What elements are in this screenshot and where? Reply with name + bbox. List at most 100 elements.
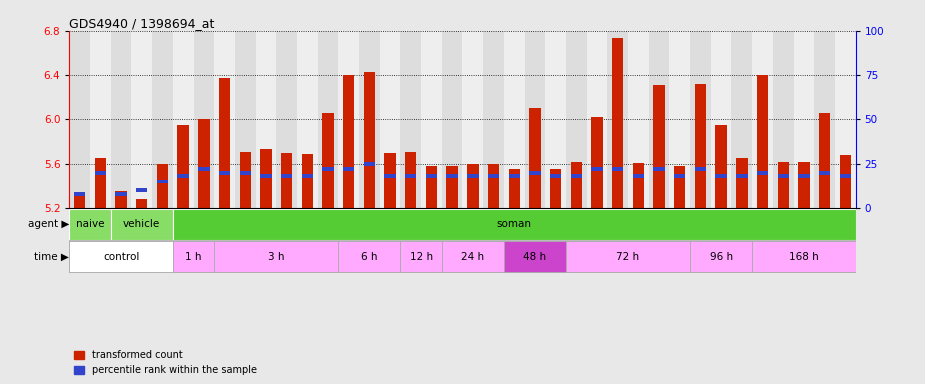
- Bar: [364, 162, 375, 166]
- Bar: [732, 31, 752, 208]
- Bar: [757, 171, 768, 175]
- Bar: [178, 174, 189, 178]
- Bar: [260, 149, 272, 208]
- Bar: [509, 174, 520, 178]
- Bar: [819, 113, 831, 208]
- Bar: [840, 155, 851, 208]
- Text: 24 h: 24 h: [462, 252, 485, 262]
- Bar: [157, 164, 168, 208]
- Text: 168 h: 168 h: [789, 252, 819, 262]
- Bar: [131, 31, 152, 208]
- Bar: [421, 31, 442, 208]
- Text: 1 h: 1 h: [185, 252, 202, 262]
- Bar: [566, 241, 690, 272]
- Bar: [380, 31, 401, 208]
- Bar: [653, 85, 665, 208]
- Text: soman: soman: [497, 219, 532, 229]
- Bar: [608, 31, 628, 208]
- Bar: [240, 152, 251, 208]
- Bar: [94, 171, 106, 175]
- Bar: [260, 174, 272, 178]
- Bar: [442, 31, 462, 208]
- Bar: [69, 31, 90, 208]
- Bar: [670, 31, 690, 208]
- Text: 6 h: 6 h: [361, 252, 377, 262]
- Bar: [487, 164, 500, 208]
- Bar: [74, 195, 85, 208]
- Bar: [219, 171, 230, 175]
- Bar: [612, 167, 623, 171]
- Bar: [277, 31, 297, 208]
- Bar: [447, 166, 458, 208]
- Bar: [757, 75, 768, 208]
- Bar: [442, 241, 504, 272]
- Bar: [504, 31, 524, 208]
- Bar: [840, 174, 851, 178]
- Bar: [586, 31, 608, 208]
- Bar: [302, 174, 313, 178]
- Bar: [778, 174, 789, 178]
- Bar: [736, 174, 747, 178]
- Bar: [798, 174, 809, 178]
- Bar: [401, 31, 421, 208]
- Bar: [339, 31, 359, 208]
- Bar: [529, 171, 540, 175]
- Bar: [198, 119, 210, 208]
- Bar: [571, 162, 582, 208]
- Bar: [545, 31, 566, 208]
- Bar: [715, 174, 727, 178]
- Bar: [116, 192, 127, 196]
- Bar: [794, 31, 814, 208]
- Bar: [359, 31, 380, 208]
- Bar: [317, 31, 339, 208]
- Bar: [322, 113, 334, 208]
- Bar: [111, 209, 173, 240]
- Bar: [178, 125, 189, 208]
- Text: 12 h: 12 h: [410, 252, 433, 262]
- Bar: [736, 158, 747, 208]
- Text: 3 h: 3 h: [268, 252, 285, 262]
- Bar: [215, 31, 235, 208]
- Bar: [628, 31, 648, 208]
- Text: agent ▶: agent ▶: [28, 219, 69, 229]
- Bar: [173, 31, 193, 208]
- Bar: [715, 125, 727, 208]
- Bar: [612, 38, 623, 208]
- Text: GDS4940 / 1398694_at: GDS4940 / 1398694_at: [69, 17, 215, 30]
- Bar: [467, 174, 478, 178]
- Bar: [483, 31, 504, 208]
- Bar: [343, 167, 354, 171]
- Text: 48 h: 48 h: [524, 252, 547, 262]
- Bar: [566, 31, 586, 208]
- Bar: [752, 31, 773, 208]
- Bar: [648, 31, 670, 208]
- Bar: [773, 31, 794, 208]
- Bar: [111, 31, 131, 208]
- Text: control: control: [103, 252, 140, 262]
- Bar: [405, 174, 416, 178]
- Bar: [90, 31, 111, 208]
- Bar: [235, 31, 255, 208]
- Bar: [462, 31, 483, 208]
- Text: naive: naive: [76, 219, 105, 229]
- Bar: [529, 108, 540, 208]
- Bar: [674, 174, 685, 178]
- Bar: [710, 31, 732, 208]
- Bar: [385, 174, 396, 178]
- Bar: [426, 166, 438, 208]
- Bar: [447, 174, 458, 178]
- Bar: [695, 84, 706, 208]
- Bar: [116, 192, 127, 208]
- Bar: [136, 189, 147, 192]
- Bar: [633, 174, 644, 178]
- Bar: [74, 192, 85, 196]
- Text: time ▶: time ▶: [34, 252, 69, 262]
- Bar: [550, 169, 561, 208]
- Bar: [157, 180, 168, 184]
- Bar: [695, 167, 706, 171]
- Bar: [571, 174, 582, 178]
- Bar: [69, 241, 173, 272]
- Bar: [198, 167, 210, 171]
- Bar: [674, 166, 685, 208]
- Bar: [339, 241, 401, 272]
